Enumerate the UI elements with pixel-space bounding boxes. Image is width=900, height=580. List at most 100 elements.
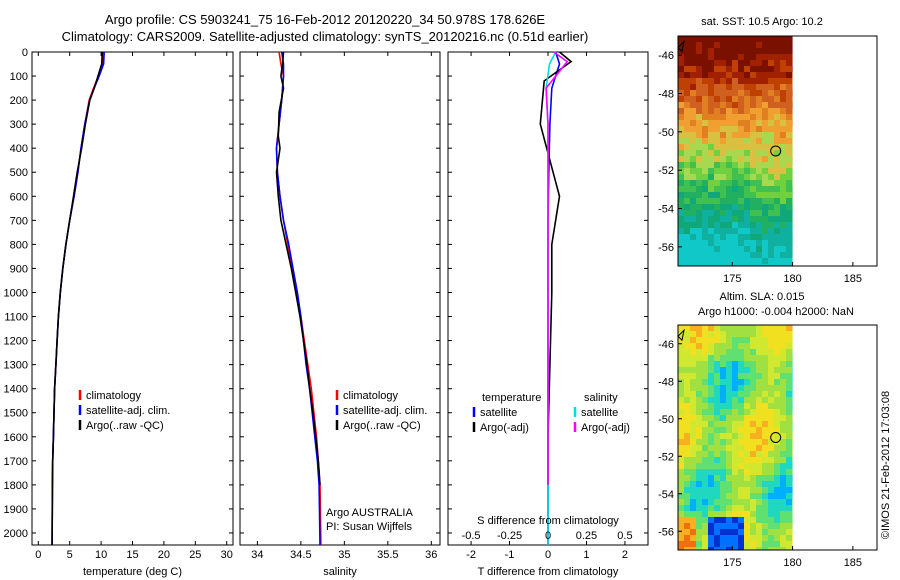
salinity-xlabel: salinity <box>323 566 357 578</box>
difference-xtick-label: -2 <box>466 549 476 561</box>
difference-xtick-label: -1 <box>505 549 515 561</box>
sla_map-xtick-label: 185 <box>844 557 862 569</box>
ytick-label: 300 <box>10 119 28 131</box>
temperature-axes-frame <box>31 51 234 546</box>
temperature-xlabel: temperature (deg C) <box>83 566 182 578</box>
sla-map-title-line2: Argo h1000: -0.004 h2000: NaN <box>698 306 854 318</box>
sst_map-axes-frame <box>677 35 878 267</box>
temperature-xtick-label: 0 <box>35 549 41 561</box>
sla_map-ytick-label: -56 <box>658 526 674 538</box>
difference-legend-label: Argo(-adj) <box>581 422 630 434</box>
ytick-label: 100 <box>10 71 28 83</box>
ytick-label: 600 <box>10 191 28 203</box>
chart-title-line2: Climatology: CARS2009. Satellite-adjuste… <box>61 29 589 44</box>
sst_map-coastline <box>677 39 685 53</box>
ytick-label: 400 <box>10 143 28 155</box>
difference-stick-label: 0 <box>545 530 551 542</box>
salinity-xtick-label: 35.5 <box>377 549 398 561</box>
temperature-xtick-label: 30 <box>221 549 233 561</box>
sla_map-xtick-label: 175 <box>723 557 741 569</box>
ytick-label: 2000 <box>4 528 28 540</box>
temperature-xtick-label: 25 <box>189 549 201 561</box>
sla_map-xtick-label: 180 <box>783 557 801 569</box>
sla_map-ytick-label: -54 <box>658 489 674 501</box>
salinity-xtick-label: 34 <box>251 549 263 561</box>
salinity-annotation: PI: Susan Wijffels <box>326 521 412 533</box>
temperature-series-line <box>51 51 104 546</box>
sla_map-heatmap <box>678 325 793 550</box>
ytick-label: 1600 <box>4 432 28 444</box>
salinity-legend-label: Argo(..raw -QC) <box>343 420 421 432</box>
footer-stamp: ©IMOS 21-Feb-2012 17:03:08 <box>880 391 892 539</box>
sst_map-ytick-label: -50 <box>658 127 674 139</box>
sst_map-xtick-label: 185 <box>844 273 862 285</box>
ytick-label: 1800 <box>4 480 28 492</box>
difference-xlabel: T difference from climatology <box>478 566 619 578</box>
difference-legend-label: Argo(-adj) <box>480 422 529 434</box>
ytick-label: 1500 <box>4 408 28 420</box>
salinity-xtick-label: 36 <box>425 549 437 561</box>
salinity-xtick-label: 35 <box>338 549 350 561</box>
sst_map-ytick-label: -56 <box>658 242 674 254</box>
temperature-xtick-label: 10 <box>95 549 107 561</box>
ytick-label: 500 <box>10 167 28 179</box>
temperature-legend-label: satellite-adj. clim. <box>86 405 170 417</box>
difference-series-line <box>545 51 569 485</box>
sla_map-coastline <box>677 328 685 342</box>
sst_map-argo-marker <box>770 145 782 157</box>
difference-legend-label: satellite <box>480 407 517 419</box>
temperature-legend-label: Argo(..raw -QC) <box>86 420 164 432</box>
difference-stick-label: 0.25 <box>576 530 597 542</box>
salinity-annotation: Argo AUSTRALIA <box>326 507 413 519</box>
sla_map-ytick-label: -50 <box>658 414 674 426</box>
temperature-xtick-label: 20 <box>158 549 170 561</box>
salinity-series-line <box>275 51 321 546</box>
difference-legend-title: temperature <box>482 392 541 404</box>
ytick-label: 900 <box>10 263 28 275</box>
ytick-label: 1100 <box>4 312 28 324</box>
difference-legend-title: salinity <box>584 392 618 404</box>
temperature-xtick-label: 15 <box>126 549 138 561</box>
sst_map-ytick-label: -48 <box>658 89 674 101</box>
ytick-label: 1400 <box>4 384 28 396</box>
ytick-label: 800 <box>10 239 28 251</box>
sla_map-argo-marker <box>770 432 782 443</box>
sla-map-title-line1: Altim. SLA: 0.015 <box>720 291 805 303</box>
salinity-legend-label: climatology <box>343 390 399 402</box>
ytick-label: 700 <box>10 215 28 227</box>
sst_map-ytick-label: -54 <box>658 204 674 216</box>
sst_map-xtick-label: 180 <box>783 273 801 285</box>
chart-title-line1: Argo profile: CS 5903241_75 16-Feb-2012 … <box>104 12 546 27</box>
ytick-label: 0 <box>22 47 28 59</box>
temperature-xtick-label: 5 <box>67 549 73 561</box>
difference-stick-label: -0.5 <box>462 530 481 542</box>
sst-map-title: sat. SST: 10.5 Argo: 10.2 <box>701 16 823 28</box>
sst_map-ytick-label: -46 <box>658 50 674 62</box>
sst_map-ytick-label: -52 <box>658 165 674 177</box>
salinity-legend-label: satellite-adj. clim. <box>343 405 427 417</box>
sla_map-ytick-label: -48 <box>658 376 674 388</box>
ytick-label: 1200 <box>4 336 28 348</box>
difference-legend-label: satellite <box>581 407 618 419</box>
ytick-label: 1300 <box>4 360 28 372</box>
difference-xtick-label: 0 <box>545 549 551 561</box>
difference-xtick-label: 1 <box>583 549 589 561</box>
ytick-label: 200 <box>10 95 28 107</box>
difference-stick-label: -0.25 <box>497 530 522 542</box>
sla_map-axes-frame <box>677 324 878 551</box>
salinity-series-line <box>275 51 321 485</box>
salinity-axes-frame <box>239 51 441 546</box>
difference-series-line <box>539 51 573 485</box>
temperature-legend-label: climatology <box>86 390 142 402</box>
sst_map-heatmap <box>678 36 793 266</box>
ytick-label: 1900 <box>4 504 28 516</box>
difference-xtick-label: 2 <box>622 549 628 561</box>
sla_map-ytick-label: -46 <box>658 339 674 351</box>
sst_map-xtick-label: 175 <box>723 273 741 285</box>
difference-series-line <box>547 51 561 545</box>
ytick-label: 1000 <box>4 287 28 299</box>
ytick-label: 1700 <box>4 456 28 468</box>
sla_map-ytick-label: -52 <box>658 451 674 463</box>
difference-stick-label: 0.5 <box>617 530 632 542</box>
